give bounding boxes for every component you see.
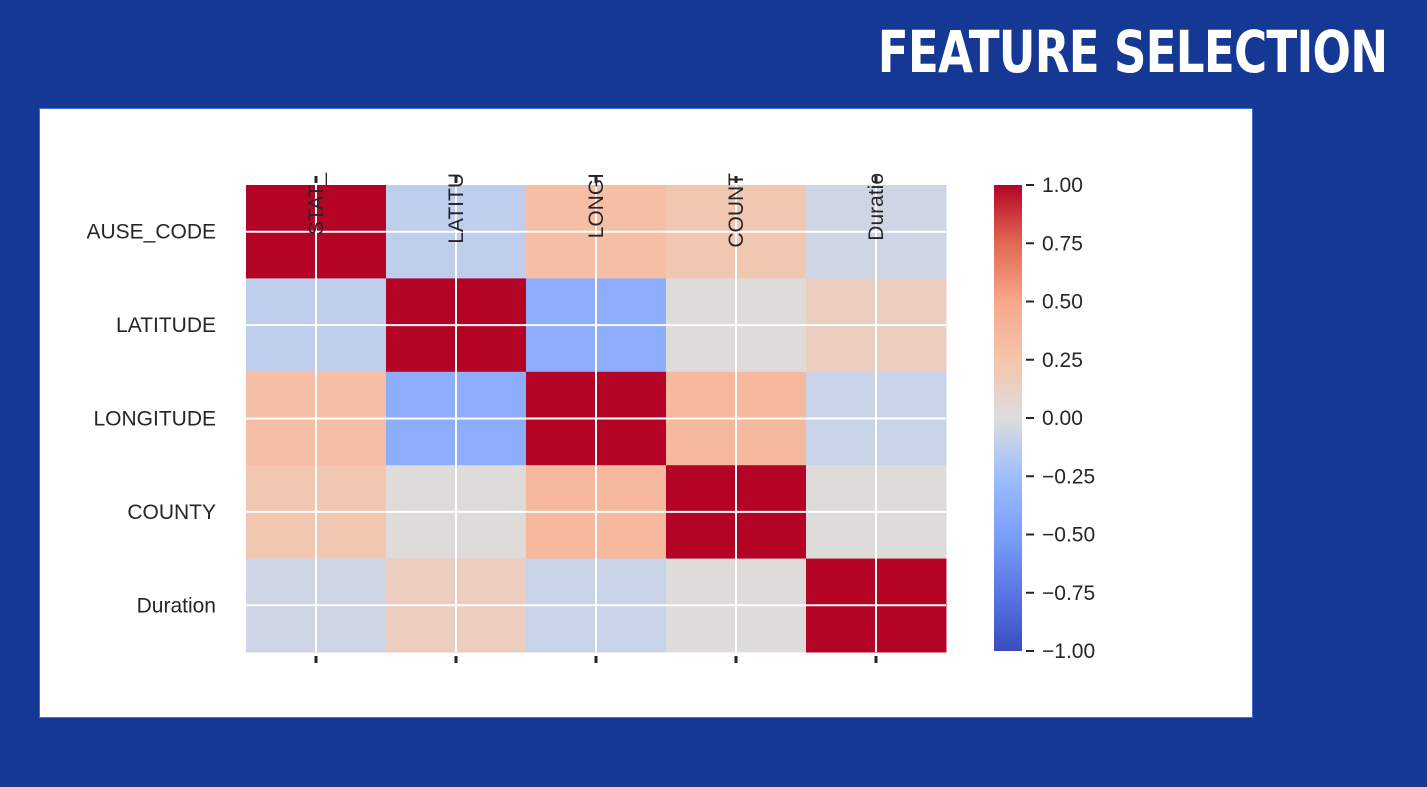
colorbar-tick-label: 0.50 <box>1042 291 1083 314</box>
colorbar-tick-label: −0.50 <box>1042 524 1095 547</box>
y-tick-label: Duration <box>137 594 216 617</box>
y-tick-label: LATITUDE <box>116 314 216 337</box>
x-tick-label: STAT_ <box>305 173 328 236</box>
colorbar-tick-label: −1.00 <box>1042 640 1095 663</box>
colorbar-tick-label: 0.00 <box>1042 407 1083 430</box>
colorbar-tick-label: 0.75 <box>1042 232 1083 255</box>
y-axis-ticks: AUSE_CODE LATITUDE LONGITUDE COUNTY Duration <box>86 221 216 618</box>
x-tick-label: COUNT <box>725 173 748 248</box>
x-tick-label: LONGI <box>585 173 608 238</box>
x-tick-label: Duratio <box>865 173 888 241</box>
colorbar-gradient <box>994 185 1022 651</box>
correlation-heatmap: STAT_ LATITU LONGI COUNT Duratio AUSE_CODE LA… <box>86 173 1095 663</box>
colorbar-tick-label: −0.25 <box>1042 465 1095 488</box>
colorbar-tick-label: −0.75 <box>1042 582 1095 605</box>
heatmap-panel: STAT_ LATITU LONGI COUNT Duratio AUSE_CODE LA… <box>39 108 1253 718</box>
x-tick-label: LATITU <box>445 173 468 244</box>
colorbar <box>994 185 1022 651</box>
y-tick-label: COUNTY <box>127 501 216 524</box>
x-axis-ticks: STAT_ LATITU LONGI COUNT Duratio <box>305 173 888 663</box>
colorbar-tick-label: 0.25 <box>1042 349 1083 372</box>
y-tick-label: AUSE_CODE <box>86 221 216 244</box>
colorbar-ticks: 1.00 0.75 0.50 0.25 0.00 −0.25 −0.50 −0.75 −1.00 <box>1026 174 1095 663</box>
colorbar-tick-label: 1.00 <box>1042 174 1083 197</box>
heatmap-gridlines <box>246 185 946 652</box>
y-tick-label: LONGITUDE <box>93 408 216 431</box>
slide-title: FEATURE SELECTION <box>877 18 1387 86</box>
